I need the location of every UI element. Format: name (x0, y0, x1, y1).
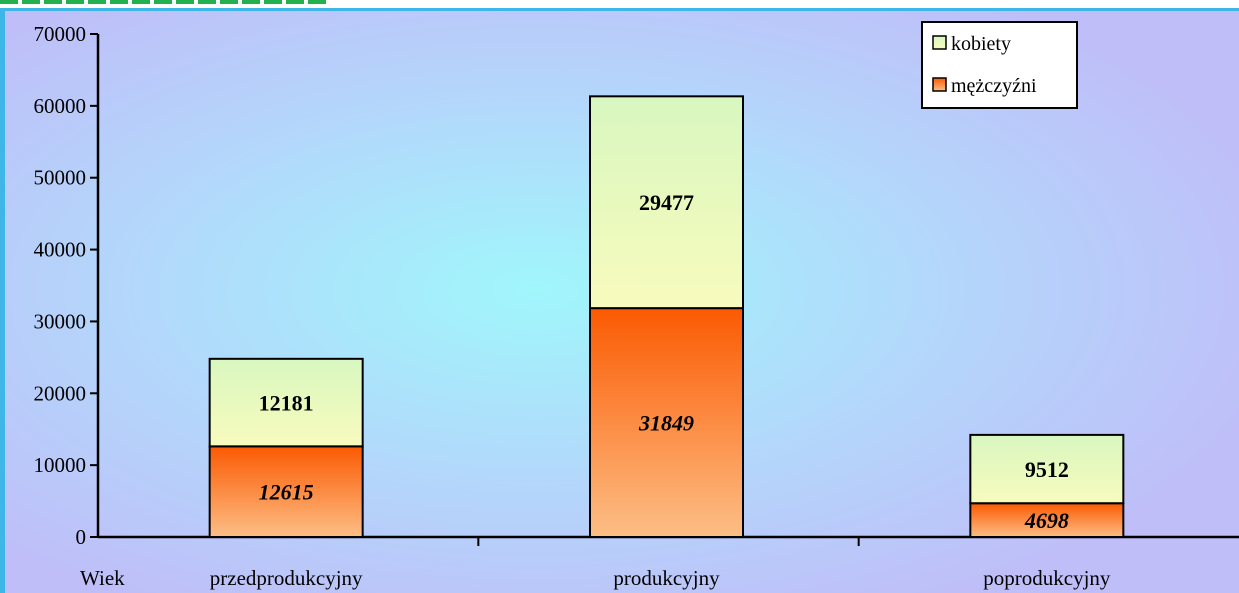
page-header-strip (0, 0, 1239, 10)
legend-label-kobiety: kobiety (951, 33, 1011, 55)
legend-label-mezczyzni: mężczyźni (951, 75, 1037, 97)
x-axis-ticks: przedprodukcyjny produkcyjny poprodukcyjny (210, 537, 1111, 590)
y-tick-label: 40000 (34, 238, 87, 262)
x-category-label: produkcyjny (613, 566, 720, 590)
bar-kobiety (208, 357, 364, 448)
bar-group: 12615 12181 31849 29477 4698 9512 (208, 95, 1125, 538)
legend: kobiety mężczyźni (921, 21, 1078, 109)
data-label-mezczyzni: 31849 (638, 411, 694, 436)
legend-box (921, 21, 1078, 109)
bar-mezczyzni (969, 502, 1125, 538)
legend-swatch-kobiety (932, 35, 947, 50)
y-tick-label: 30000 (34, 309, 87, 333)
y-tick-label: 70000 (34, 22, 87, 46)
data-label-kobiety: 29477 (639, 190, 694, 215)
data-label-mezczyzni: 4698 (1024, 508, 1069, 533)
bar-kobiety (589, 95, 744, 310)
y-tick-label: 60000 (34, 94, 87, 118)
y-tick-label: 0 (76, 525, 87, 549)
data-label-mezczyzni: 12615 (259, 480, 314, 505)
y-tick-label: 10000 (34, 453, 87, 477)
x-category-label: poprodukcyjny (983, 566, 1111, 590)
data-label-kobiety: 12181 (259, 391, 314, 416)
y-tick-label: 50000 (34, 166, 87, 190)
bar-mezczyzni (589, 307, 744, 538)
frame-top-border (0, 8, 1239, 11)
bar-kobiety (969, 433, 1125, 505)
y-axis-ticks: 0 10000 20000 30000 40000 50000 60000 70000 (34, 22, 98, 549)
frame-left-border (0, 10, 5, 593)
legend-swatch-mezczyzni (932, 77, 947, 92)
data-label-kobiety: 9512 (1025, 457, 1069, 482)
cropped-header-text (0, 0, 330, 4)
y-tick-label: 20000 (34, 381, 87, 405)
x-axis-title: Wiek (80, 566, 125, 590)
x-category-label: przedprodukcyjny (210, 566, 363, 590)
